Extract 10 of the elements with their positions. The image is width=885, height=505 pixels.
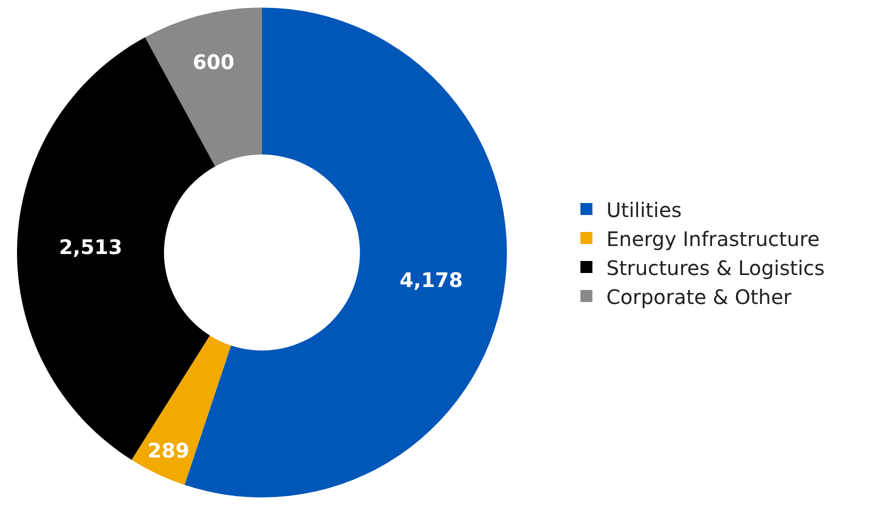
data-label: 4,178 (400, 268, 463, 292)
legend-label: Utilities (606, 198, 682, 222)
donut-slice (132, 335, 231, 485)
data-label: 600 (192, 50, 234, 74)
donut-slice (145, 8, 262, 166)
data-label: 2,513 (58, 235, 122, 260)
legend-label: Energy Infrastructure (606, 226, 820, 251)
legend-label: Structures & Logistics (606, 256, 825, 280)
data-label: 289 (148, 438, 190, 462)
legend-label: Corporate & Other (606, 284, 792, 309)
